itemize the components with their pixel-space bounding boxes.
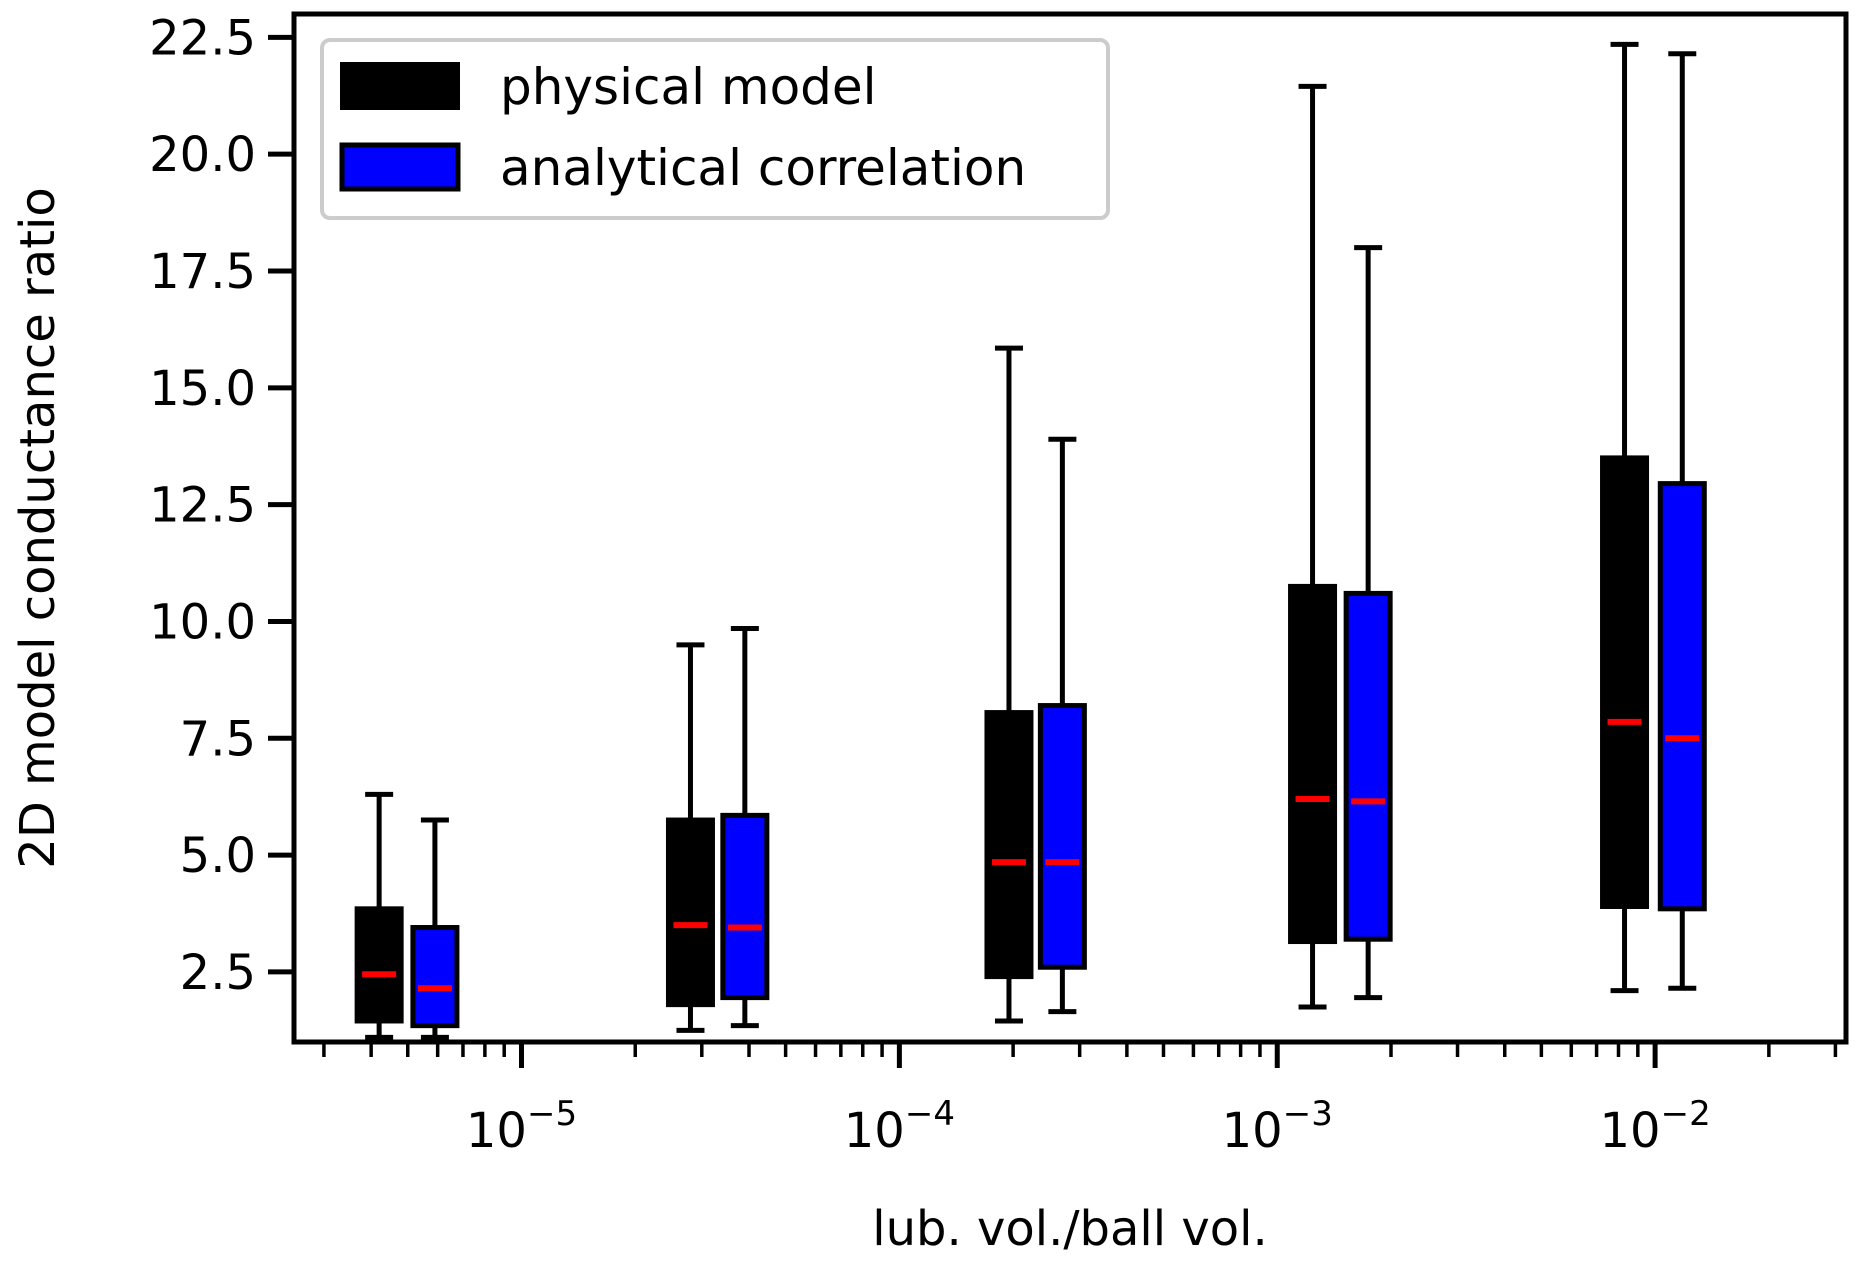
legend-swatch-physical-model — [340, 62, 460, 110]
y-tick-label: 12.5 — [149, 478, 256, 534]
box-physical-model-1 — [665, 642, 715, 1033]
legend-label-analytical-correlation: analytical correlation — [500, 139, 1026, 197]
box-body — [720, 812, 770, 1001]
box-analytical-correlation-2 — [1037, 436, 1087, 1015]
y-tick-label: 22.5 — [149, 10, 256, 66]
box-body — [354, 906, 404, 1024]
box-body — [1657, 481, 1707, 912]
plot-frame — [291, 11, 1849, 1045]
y-tick-label: 10.0 — [149, 594, 256, 650]
box-body — [665, 817, 715, 1008]
y-tick-label: 7.5 — [180, 711, 256, 767]
box-analytical-correlation-0 — [410, 817, 460, 1040]
x-tick-label: 10−4 — [844, 1094, 955, 1159]
box-physical-model-2 — [984, 345, 1034, 1024]
box-analytical-correlation-4 — [1657, 51, 1707, 991]
x-tick-label: 10−5 — [466, 1094, 577, 1159]
x-tick-label: 10−3 — [1222, 1094, 1333, 1159]
box-body — [410, 925, 460, 1029]
box-body — [984, 710, 1034, 980]
box-physical-model-0 — [354, 791, 404, 1040]
legend-label-physical-model: physical model — [500, 58, 877, 116]
legend-frame — [320, 38, 1110, 220]
y-axis-label: 2D model conductance ratio — [10, 187, 66, 868]
box-body — [1600, 455, 1650, 909]
y-tick-label: 20.0 — [149, 127, 256, 183]
y-tick-label: 17.5 — [149, 244, 256, 300]
x-tick-label: 10−2 — [1600, 1094, 1711, 1159]
y-tick-label: 5.0 — [180, 828, 256, 884]
box-analytical-correlation-3 — [1343, 245, 1393, 1001]
y-axis: 2.5 5.0 7.5 10.0 12.5 15.0 17.5 20.0 22.5 — [149, 10, 294, 1001]
boxes-layer — [354, 41, 1707, 1040]
y-tick-label: 15.0 — [149, 361, 256, 417]
box-body — [1288, 583, 1338, 945]
x-axis: 10−5 10−4 10−3 10−2 — [322, 1042, 1838, 1159]
box-physical-model-3 — [1288, 83, 1338, 1010]
box-physical-model-4 — [1600, 41, 1650, 994]
box-analytical-correlation-1 — [720, 625, 770, 1029]
box-body — [1037, 703, 1087, 970]
legend-swatch-analytical-correlation — [339, 142, 461, 192]
x-axis-label: lub. vol./ball vol. — [872, 1201, 1267, 1257]
y-tick-label: 2.5 — [180, 945, 256, 1001]
box-body — [1343, 590, 1393, 942]
legend: physical model analytical correlation — [320, 38, 1110, 220]
